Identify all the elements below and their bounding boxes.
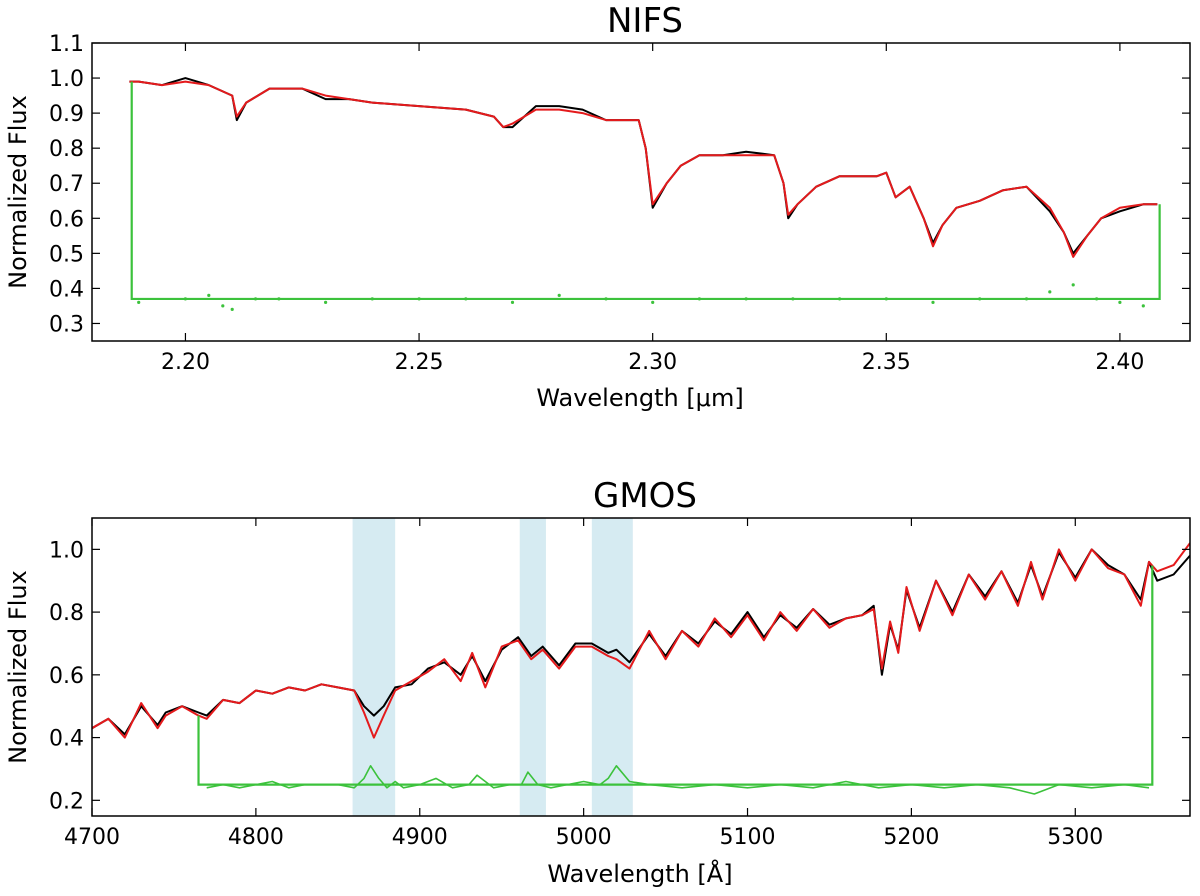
nifs-ytick-label: 0.8 [49, 137, 84, 162]
nifs-ytick-label: 1.0 [49, 67, 84, 92]
nifs-residual-point [324, 300, 328, 304]
gmos-xtick-label: 5300 [1047, 825, 1103, 850]
gmos-title: GMOS [593, 476, 697, 516]
gmos-ytick-label: 1.0 [49, 538, 84, 563]
nifs-xtick-label: 2.20 [161, 350, 210, 375]
nifs-residual-point [510, 300, 515, 304]
nifs-residual-point [207, 293, 211, 297]
gmos-ylabel: Normalized Flux [4, 570, 32, 764]
gmos-ytick-label: 0.4 [49, 727, 84, 752]
gmos-observed-line [92, 548, 1190, 736]
nifs-residual-point [1071, 283, 1075, 287]
nifs-xtick-label: 2.35 [862, 350, 911, 375]
nifs-residual-point [1048, 290, 1052, 294]
gmos-panel: GMOS Wavelength [Å] Normalized Flux 4700… [4, 476, 1191, 888]
nifs-residual-point [931, 300, 935, 304]
gmos-plot-area [92, 518, 1190, 816]
nifs-residual-point [137, 300, 141, 304]
nifs-ytick-label: 0.3 [49, 312, 84, 337]
gmos-xtick-label: 5100 [720, 825, 776, 850]
nifs-ytick-label: 0.4 [49, 277, 84, 302]
nifs-ytick-label: 1.1 [49, 32, 84, 57]
nifs-ytick-label: 0.9 [49, 102, 84, 127]
gmos-ytick-label: 0.2 [49, 789, 84, 814]
gmos-xtick-label: 4800 [228, 825, 284, 850]
nifs-xlabel: Wavelength [μm] [536, 384, 743, 412]
nifs-panel: NIFS Wavelength [μm] Normalized Flux 2.2… [4, 1, 1191, 412]
nifs-model-line [129, 80, 1158, 258]
nifs-residual-point [557, 293, 561, 297]
nifs-xtick-label: 2.40 [1095, 350, 1144, 375]
gmos-xtick-label: 4900 [392, 825, 448, 850]
gmos-shaded-region-0 [352, 518, 396, 816]
nifs-ylabel: Normalized Flux [4, 95, 32, 289]
gmos-xtick-label: 4700 [64, 825, 120, 850]
gmos-residuals-line [206, 764, 1150, 795]
nifs-ytick-label: 0.6 [49, 207, 84, 232]
nifs-residual-point [1141, 304, 1145, 308]
nifs-axes-frame [91, 42, 1191, 342]
nifs-xtick-label: 2.25 [395, 350, 444, 375]
nifs-plot-area [129, 77, 1161, 311]
gmos-ytick-label: 0.8 [49, 601, 84, 626]
nifs-residual-point [651, 300, 655, 304]
gmos-fit-window-bracket [197, 565, 1154, 786]
nifs-xtick-label: 2.30 [628, 350, 677, 375]
nifs-ytick-label: 0.5 [49, 242, 84, 267]
nifs-title: NIFS [607, 1, 683, 41]
gmos-ytick-label: 0.6 [49, 664, 84, 689]
gmos-xlabel: Wavelength [Å] [547, 859, 732, 888]
nifs-residual-point [230, 307, 234, 311]
gmos-model-line [92, 542, 1190, 739]
gmos-xtick-label: 5200 [883, 825, 939, 850]
nifs-observed-line [129, 77, 1158, 255]
gmos-xtick-label: 5000 [556, 825, 612, 850]
nifs-ytick-label: 0.7 [49, 172, 84, 197]
nifs-fit-window-bracket [130, 81, 1161, 301]
nifs-residual-point [221, 304, 225, 308]
nifs-residual-point [1118, 300, 1122, 304]
gmos-shaded-region-1 [519, 518, 546, 816]
gmos-axes-frame [91, 517, 1191, 817]
